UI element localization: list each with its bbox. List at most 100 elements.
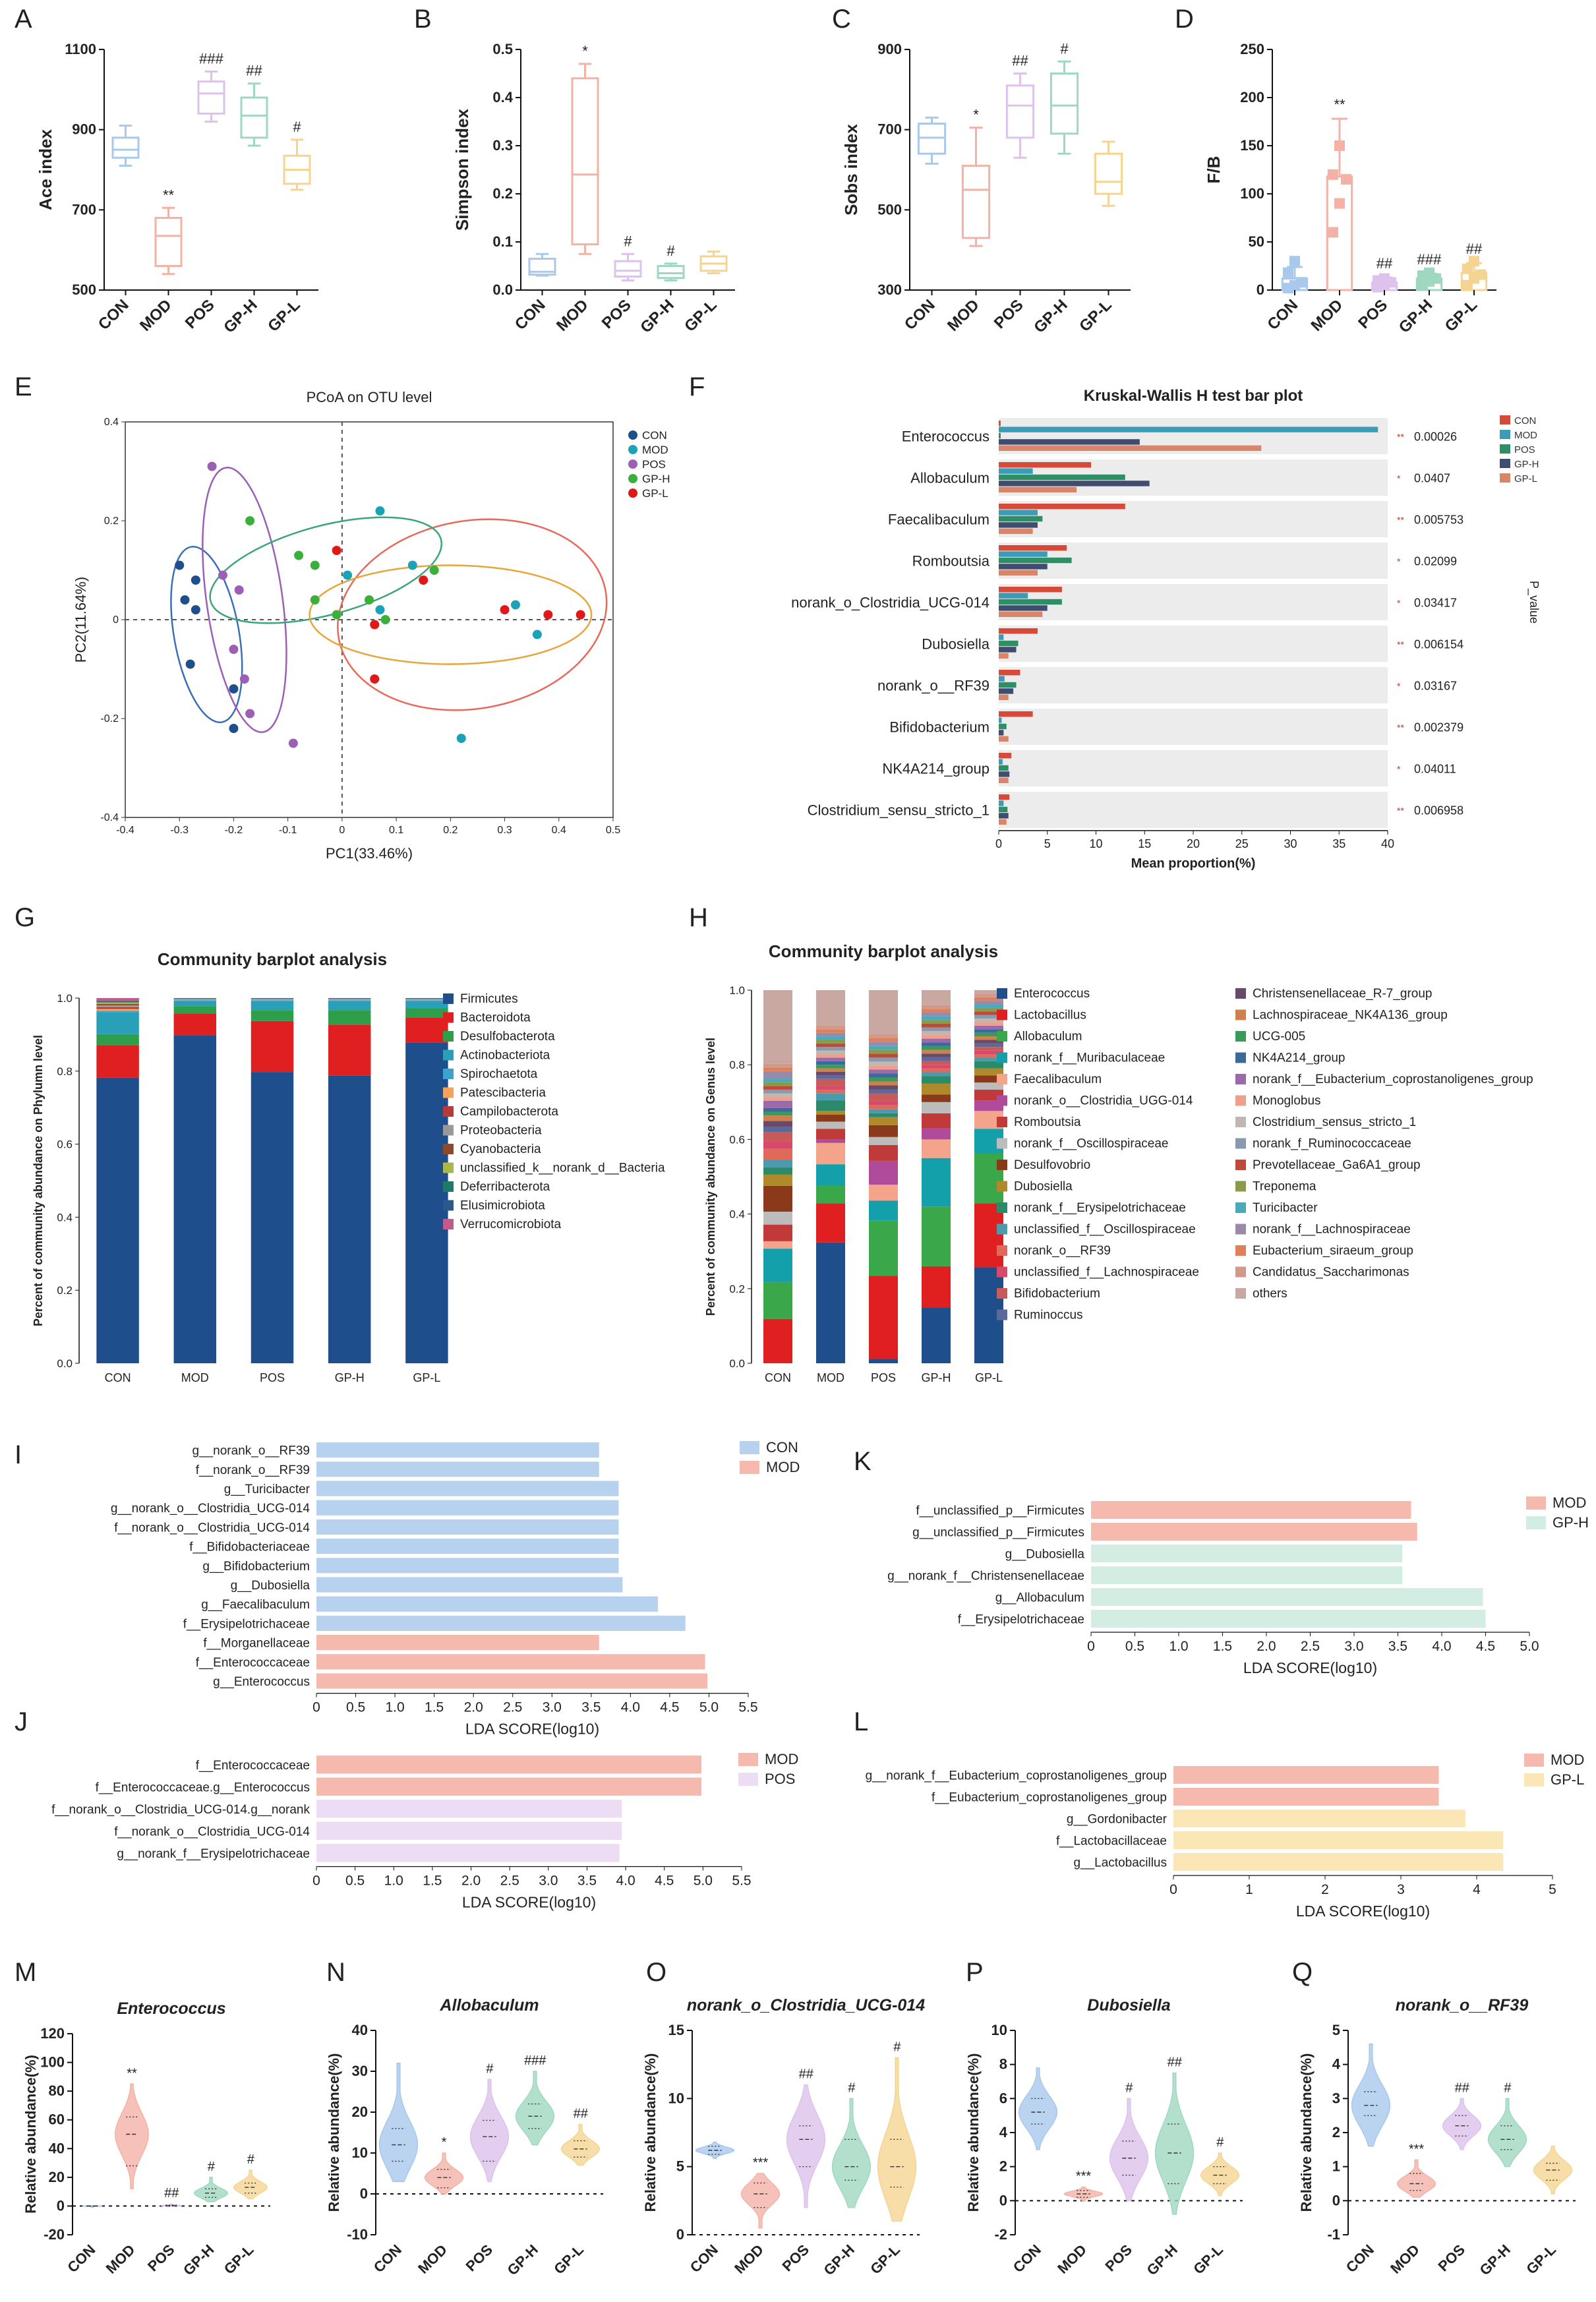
- stack-segment: [922, 1061, 951, 1065]
- x-tick-label: POS: [871, 1371, 896, 1384]
- bar-label: f__norank_o__RF39: [196, 1463, 310, 1477]
- stack-segment: [763, 1082, 792, 1086]
- legend-label: Ruminoccus: [1014, 1309, 1083, 1322]
- box: [240, 96, 268, 139]
- confidence-ellipse: [337, 518, 608, 711]
- box: [917, 123, 947, 155]
- legend-label: NK4A214_group: [1253, 1051, 1345, 1065]
- chart-L: g__norank_f__Eubacterium_coprostanoligen…: [866, 1752, 1585, 1920]
- x-tick-label: 1.5: [425, 1700, 444, 1715]
- legend-swatch: [1235, 1245, 1246, 1256]
- sig-mark: ##: [1012, 53, 1028, 69]
- bar: [999, 759, 1003, 765]
- legend-swatch: [443, 1125, 454, 1136]
- stack-segment: [922, 1113, 951, 1129]
- bar: [999, 528, 1033, 534]
- stack-segment: [869, 1038, 898, 1042]
- row-band: [999, 709, 1388, 745]
- side-label: P_value: [1527, 581, 1541, 624]
- lda-bar: [316, 1481, 619, 1496]
- violin-shape: [786, 2084, 826, 2208]
- bar-label: g__Enterococcus: [213, 1675, 310, 1689]
- x-tick-label: GP-H: [922, 1371, 951, 1384]
- stack-segment: [96, 1045, 139, 1078]
- bar: [999, 794, 1010, 800]
- bar: [999, 682, 1017, 688]
- x-tick-label: 4.5: [1476, 1639, 1495, 1654]
- bar-label: g__norank_o__RF39: [192, 1444, 310, 1458]
- data-point: [532, 630, 542, 639]
- stack-segment: [763, 1160, 792, 1167]
- bar: [999, 462, 1092, 468]
- y-axis-title: Relative abundance(%): [642, 2053, 659, 2212]
- category-label: Clostridium_sensu_stricto_1: [808, 802, 990, 819]
- legend-swatch: [443, 1181, 454, 1192]
- stack-segment: [816, 1071, 845, 1076]
- x-tick-label: 5.0: [694, 1874, 713, 1889]
- bar: [999, 421, 1001, 427]
- stack-segment: [974, 1068, 1003, 1076]
- stack-segment: [405, 1042, 448, 1363]
- y-tick-label: 0.4: [57, 1211, 73, 1224]
- data-point: [375, 506, 385, 516]
- stack-segment: [922, 1031, 951, 1035]
- y-tick-label: 40: [49, 2140, 65, 2156]
- legend-label: Monoglobus: [1253, 1094, 1321, 1108]
- stack-segment: [96, 1011, 139, 1013]
- x-tick-label: MOD: [1387, 2241, 1423, 2277]
- stack-segment: [763, 1115, 792, 1121]
- box: [657, 265, 685, 280]
- y-tick-label: 0: [676, 2226, 684, 2243]
- legend-label: norank_f__Oscillospiraceae: [1014, 1137, 1168, 1151]
- stack-segment: [173, 999, 217, 1000]
- data-point: [375, 605, 385, 614]
- bar-label: g__norank_o__Clostridia_UCG-014: [111, 1502, 310, 1516]
- legend-label: Desulfovobrio: [1014, 1158, 1090, 1172]
- stack-segment: [763, 1167, 792, 1175]
- stack-segment: [816, 1078, 845, 1086]
- violin-shape: [378, 2062, 419, 2183]
- y-tick-label: 10: [352, 2144, 368, 2161]
- legend-label: Bifidobacterium: [1014, 1287, 1100, 1301]
- category-label: norank_o__RF39: [877, 678, 990, 694]
- lda-bar: [316, 1821, 622, 1840]
- legend-swatch: [1235, 988, 1246, 999]
- legend-swatch: [997, 1052, 1007, 1063]
- stack-segment: [974, 1040, 1003, 1044]
- y-tick-label: 0: [1332, 2192, 1340, 2208]
- bar-label: g__Turicibacter: [224, 1483, 310, 1496]
- x-tick-label: POS: [779, 2241, 812, 2275]
- panel-letter-l: L: [854, 1707, 868, 1736]
- stack-segment: [328, 1001, 371, 1011]
- chart-title: PCoA on OTU level: [307, 389, 432, 405]
- box: [614, 260, 642, 278]
- stack-segment: [816, 1086, 845, 1090]
- y-tick-label: 500: [72, 281, 96, 298]
- stack-segment: [869, 1077, 898, 1082]
- violin-shape: [1487, 2098, 1527, 2168]
- bar: [999, 557, 1072, 564]
- chart-J: f__Enterococcaceae f__Enterococcaceae.g__…: [51, 1751, 798, 1911]
- legend-swatch: [1500, 430, 1510, 439]
- stack-segment: [816, 1043, 845, 1048]
- p-value: 0.002379: [1414, 721, 1463, 734]
- legend-swatch: [1235, 1202, 1246, 1213]
- category-label: Romboutsia: [912, 553, 990, 570]
- legend-label: Turicibacter: [1253, 1201, 1318, 1215]
- bar-label: g__Allobaculum: [995, 1591, 1084, 1605]
- lda-bar: [1173, 1810, 1465, 1827]
- bar: [999, 711, 1033, 717]
- x-tick-label: GP-H: [1396, 296, 1436, 337]
- stack-segment: [922, 1139, 951, 1158]
- y-tick-label: 80: [49, 2082, 65, 2099]
- confidence-ellipse: [170, 546, 243, 723]
- sig-mark: ##: [1466, 241, 1483, 257]
- x-tick-label: GP-L: [975, 1371, 1003, 1384]
- legend-swatch: [1235, 1031, 1246, 1042]
- panel-letter-j: J: [15, 1707, 28, 1736]
- legend-label: MOD: [766, 1459, 800, 1475]
- x-tick-label: 4: [1473, 1882, 1481, 1897]
- x-tick-label: GP-L: [1076, 296, 1115, 336]
- y-tick-label: -2: [994, 2226, 1007, 2243]
- data-point: [1475, 269, 1486, 280]
